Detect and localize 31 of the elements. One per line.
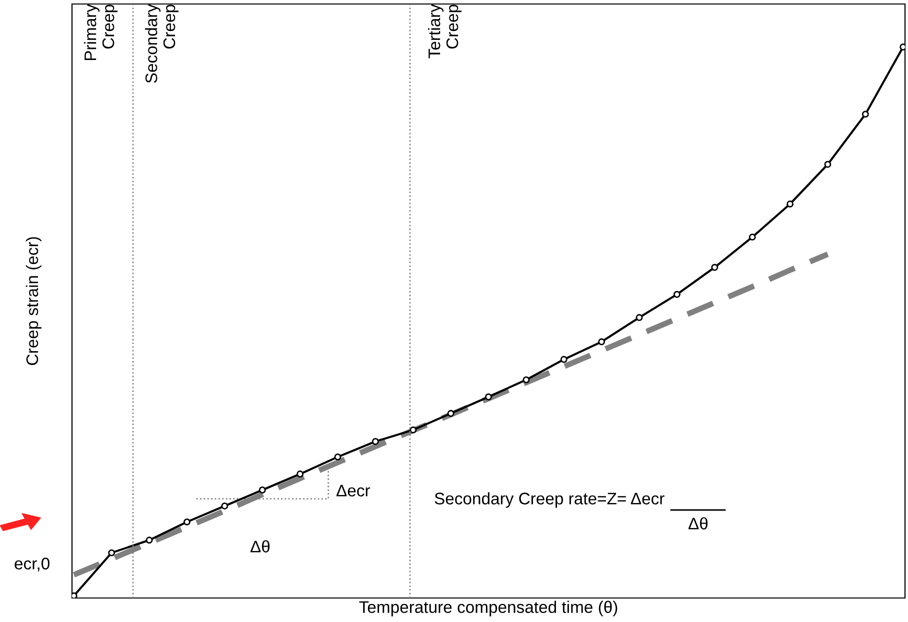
annotation: Tertiary Creep (428, 4, 462, 58)
point (786, 200, 794, 208)
annotation: Δθ (688, 517, 708, 530)
text: ecr,0 (14, 558, 50, 572)
y-axis-title: Creep strain (ecr) (26, 237, 42, 365)
point (410, 426, 417, 434)
annotation: Secondary Creep rate=Z= Δecr (434, 492, 664, 508)
point (673, 290, 680, 298)
point (485, 393, 492, 400)
point (258, 486, 266, 494)
point (108, 549, 116, 556)
point (183, 518, 190, 526)
point (372, 438, 379, 445)
point (334, 453, 342, 460)
point (447, 410, 454, 417)
point (748, 234, 756, 241)
x-axis-title: Temperature compensated time (θ) (359, 600, 618, 616)
point (824, 160, 832, 168)
point (296, 470, 304, 478)
annotation: Secondary Creep (145, 4, 178, 83)
annotation: Δecr (336, 484, 370, 496)
point (636, 314, 643, 322)
point (146, 536, 153, 544)
point (598, 338, 606, 346)
point (711, 264, 718, 271)
annotation: Δθ (250, 540, 270, 552)
point (560, 356, 568, 363)
point (522, 376, 530, 384)
annotation: Primary Creep (84, 4, 118, 60)
point (221, 502, 228, 510)
point (862, 110, 869, 118)
